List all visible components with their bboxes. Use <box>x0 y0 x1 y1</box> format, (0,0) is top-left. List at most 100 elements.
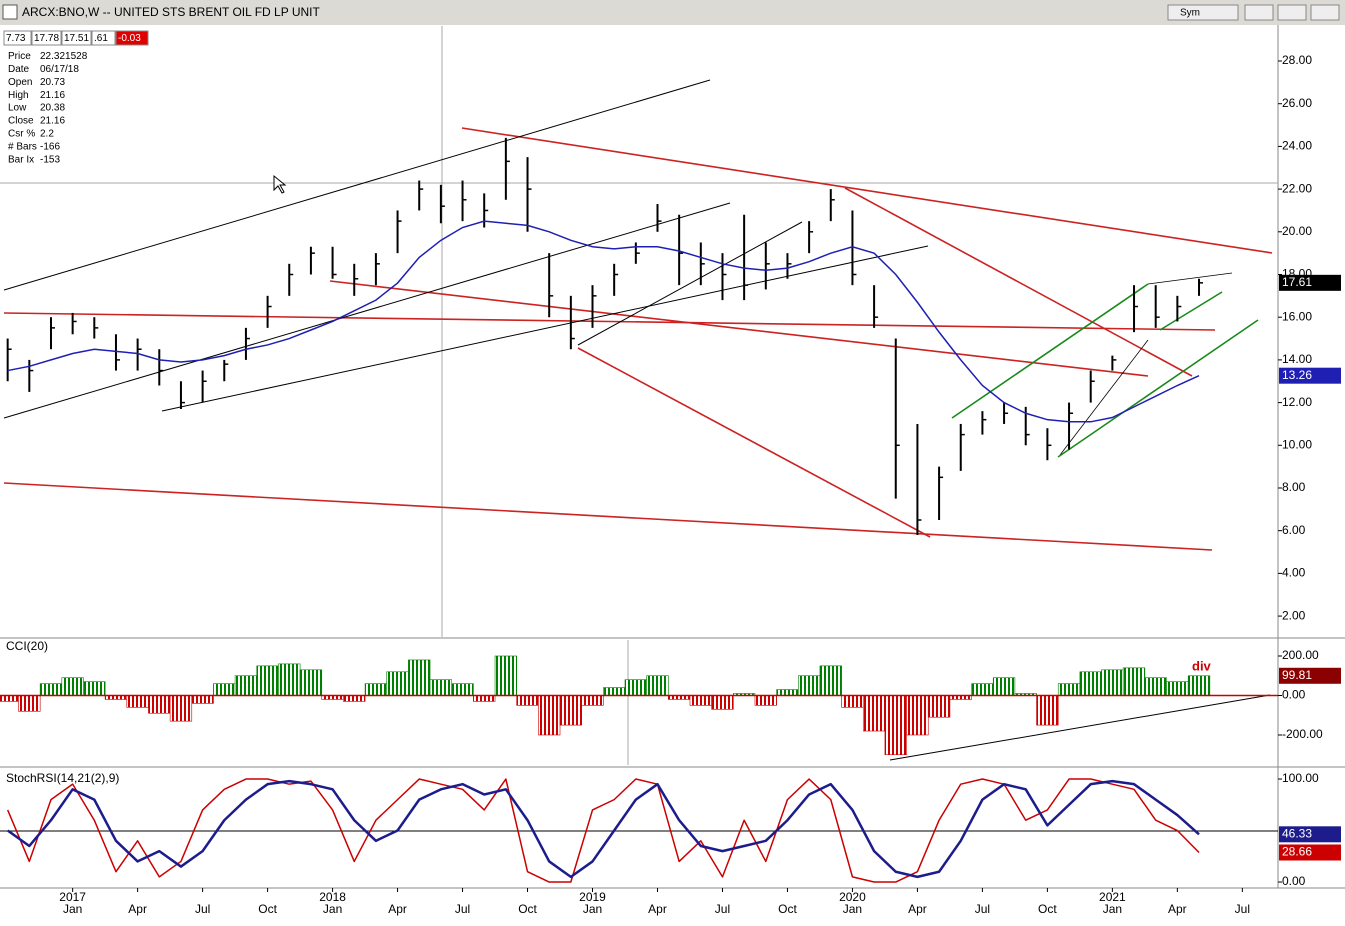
cci-bar <box>386 671 409 696</box>
info-box: 7.73 17.78 17.51 .61 -0.03 Price 22.321528 Date… <box>3 30 149 165</box>
cci-bar <box>819 665 842 696</box>
value-box <box>1279 367 1341 384</box>
cci-bar <box>884 695 907 756</box>
y-tick-label: 22.00 <box>1282 181 1312 195</box>
value-box <box>1279 826 1341 843</box>
year-label: 2018 <box>319 890 346 904</box>
x-tick-label: Apr <box>1168 902 1187 916</box>
panel-title: StochRSI(14,21(2),9) <box>6 771 119 785</box>
info-label: Low <box>8 103 27 114</box>
cci-bar <box>408 659 431 696</box>
y-tick-label: 28.00 <box>1282 53 1312 67</box>
value-box <box>1279 667 1341 684</box>
cci-bar <box>927 695 951 718</box>
title-bar <box>0 0 1345 25</box>
info-value: 21.16 <box>40 116 65 127</box>
cci-bar <box>841 695 864 708</box>
trendline <box>1159 291 1223 331</box>
info-value: 06/17/18 <box>40 64 79 75</box>
cci-bar <box>797 675 821 696</box>
cci-bar <box>473 695 496 702</box>
x-tick-label: Oct <box>1038 902 1057 916</box>
year-label: 2021 <box>1099 890 1126 904</box>
x-tick-label: Jul <box>195 902 210 916</box>
cci-bar <box>18 695 41 712</box>
cci-bar <box>191 695 214 704</box>
cci-bar <box>1036 695 1059 726</box>
cci-bar <box>1166 681 1189 696</box>
plot-area <box>0 137 1211 883</box>
y-tick-label: 20.00 <box>1282 224 1312 238</box>
trendlines <box>0 79 1278 832</box>
cci-bar <box>906 695 929 736</box>
trendline <box>889 694 1271 761</box>
cci-bar <box>559 695 582 726</box>
trendline <box>329 280 1149 377</box>
cci-bar <box>278 663 301 696</box>
close-button[interactable] <box>1310 4 1340 21</box>
x-tick-label: Jul <box>975 902 990 916</box>
cci-bar <box>83 681 106 696</box>
x-tick-label: Jan <box>1103 902 1122 916</box>
trendline <box>3 482 1213 551</box>
cci-bar <box>776 689 799 696</box>
info-value: 17.78 <box>34 33 59 44</box>
cci-bar <box>1079 671 1102 696</box>
cci-bar <box>754 695 777 706</box>
value-box-label: 28.66 <box>1282 845 1312 859</box>
mouse-cursor <box>273 174 287 194</box>
trendline <box>844 187 1193 377</box>
info-label: Price <box>8 51 31 62</box>
value-box-label: 17.61 <box>1282 275 1312 289</box>
x-tick-label: Apr <box>128 902 147 916</box>
y-tick-label: 2.00 <box>1282 608 1306 622</box>
cci-bar <box>1187 675 1211 696</box>
cci-bar <box>364 683 388 696</box>
x-tick-label: Jul <box>455 902 470 916</box>
trendline <box>3 312 1216 331</box>
trendline <box>161 245 929 412</box>
year-label: 2020 <box>839 890 866 904</box>
info-label: # Bars <box>8 141 37 152</box>
maximize-button[interactable] <box>1277 4 1307 21</box>
trendline <box>1057 319 1259 458</box>
cci-bar <box>494 655 517 696</box>
info-value: 20.38 <box>40 103 65 114</box>
cci-bar <box>343 695 366 702</box>
y-tick-label: 6.00 <box>1282 523 1306 537</box>
app-icon <box>2 4 18 20</box>
info-cell <box>31 30 62 46</box>
y-tick-label: 12.00 <box>1282 395 1312 409</box>
cci-bar <box>581 695 604 706</box>
info-value: 20.73 <box>40 77 65 88</box>
info-value: .61 <box>94 33 108 44</box>
cci-bar <box>126 695 149 708</box>
cci-bar <box>646 675 669 696</box>
minimize-button[interactable] <box>1244 4 1274 21</box>
y-tick-label: 16.00 <box>1282 309 1312 323</box>
info-label: Open <box>8 77 32 88</box>
cci-bar <box>0 695 19 702</box>
info-label: Csr % <box>8 129 35 140</box>
cci-bar <box>1101 669 1124 696</box>
y-tick-label: 26.00 <box>1282 96 1312 110</box>
info-value: 22.321528 <box>40 51 88 62</box>
value-box-label: 13.26 <box>1282 368 1312 382</box>
trendline <box>3 202 731 419</box>
value-box <box>1279 274 1341 291</box>
info-label: Bar Ix <box>8 154 34 165</box>
stoch-line <box>6 778 1200 883</box>
annotation: div <box>1192 658 1212 673</box>
cci-bar <box>148 695 171 714</box>
value-box-label: 46.33 <box>1282 826 1312 840</box>
sym-button[interactable]: Sym <box>1180 8 1200 19</box>
sym-box[interactable] <box>1167 4 1239 21</box>
y-tick-label: 4.00 <box>1282 566 1306 580</box>
y-tick-label: 10.00 <box>1282 437 1312 451</box>
info-label: High <box>8 90 29 101</box>
x-tick-label: Jul <box>715 902 730 916</box>
window-title: ARCX:BNO,W -- UNITED STS BRENT OIL FD LP… <box>22 5 320 19</box>
info-value: -0.03 <box>118 33 141 44</box>
x-tick-label: Apr <box>648 902 667 916</box>
y-tick-label: 100.00 <box>1282 771 1319 785</box>
